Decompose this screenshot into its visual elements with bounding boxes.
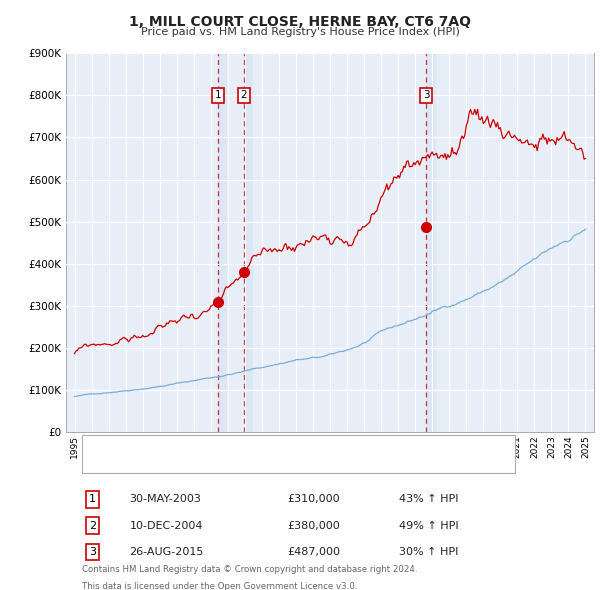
Text: 30% ↑ HPI: 30% ↑ HPI: [398, 547, 458, 557]
Text: 1, MILL COURT CLOSE, HERNE BAY, CT6 7AQ (detached house): 1, MILL COURT CLOSE, HERNE BAY, CT6 7AQ …: [145, 442, 470, 453]
Text: 43% ↑ HPI: 43% ↑ HPI: [398, 494, 458, 504]
Text: 3: 3: [423, 90, 430, 100]
Text: HPI: Average price, detached house, Canterbury: HPI: Average price, detached house, Cant…: [145, 458, 397, 467]
Text: Price paid vs. HM Land Registry's House Price Index (HPI): Price paid vs. HM Land Registry's House …: [140, 27, 460, 37]
Bar: [244, 53, 253, 432]
FancyBboxPatch shape: [82, 435, 515, 473]
Text: 10-DEC-2004: 10-DEC-2004: [130, 521, 203, 530]
Text: 1, MILL COURT CLOSE, HERNE BAY, CT6 7AQ: 1, MILL COURT CLOSE, HERNE BAY, CT6 7AQ: [129, 15, 471, 29]
Text: This data is licensed under the Open Government Licence v3.0.: This data is licensed under the Open Gov…: [82, 582, 357, 590]
Text: £487,000: £487,000: [288, 547, 341, 557]
Text: 26-AUG-2015: 26-AUG-2015: [130, 547, 204, 557]
Text: 30-MAY-2003: 30-MAY-2003: [130, 494, 201, 504]
Text: Contains HM Land Registry data © Crown copyright and database right 2024.: Contains HM Land Registry data © Crown c…: [82, 565, 418, 574]
Text: 2: 2: [89, 521, 96, 530]
Text: £310,000: £310,000: [288, 494, 340, 504]
Bar: [426, 53, 436, 432]
Text: 2: 2: [241, 90, 247, 100]
Text: 1: 1: [214, 90, 221, 100]
Text: 49% ↑ HPI: 49% ↑ HPI: [398, 521, 458, 530]
Bar: [218, 53, 227, 432]
Text: 3: 3: [89, 547, 96, 557]
Text: 1: 1: [89, 494, 96, 504]
Text: £380,000: £380,000: [288, 521, 341, 530]
